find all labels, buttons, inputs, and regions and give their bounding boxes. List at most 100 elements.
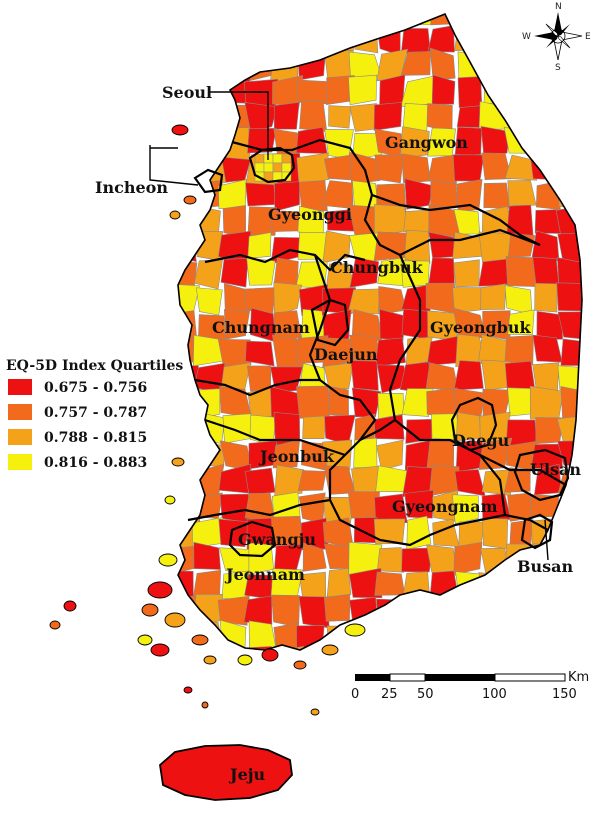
island [293, 660, 307, 670]
district-polygon [248, 620, 278, 650]
seoul-district [254, 162, 265, 173]
district-polygon [247, 232, 272, 259]
district-polygon [245, 182, 276, 207]
district-polygon [404, 625, 428, 650]
district-polygon [273, 411, 301, 446]
district-polygon [555, 48, 582, 81]
district-polygon [560, 386, 582, 421]
district-polygon [246, 672, 276, 704]
district-polygon [273, 14, 299, 26]
district-polygon [374, 154, 405, 184]
island [49, 620, 61, 630]
compass-rose-icon: N S E W [522, 2, 591, 73]
district-polygon [586, 466, 600, 497]
district-polygon [178, 14, 195, 29]
district-polygon [426, 103, 453, 133]
island-layer [49, 124, 366, 801]
district-polygon [587, 50, 600, 81]
region-label-jeonnam: Jeonnam [224, 565, 305, 584]
district-polygon [217, 338, 252, 367]
district-polygon [328, 385, 349, 417]
district-polygon [195, 22, 226, 55]
ulsan-outline [513, 448, 570, 502]
district-polygon [220, 26, 251, 55]
district-polygon [401, 547, 433, 573]
district-polygon [302, 542, 327, 572]
district-polygon [219, 386, 252, 419]
district-polygon [534, 282, 558, 313]
district-polygon [454, 23, 483, 51]
district-polygon [478, 593, 507, 624]
seoul-district [254, 153, 265, 164]
daegu-outline [450, 396, 498, 452]
seoul-district [272, 153, 283, 164]
district-polygon [560, 599, 582, 629]
district-polygon [557, 126, 582, 160]
island [158, 553, 178, 567]
district-polygon [557, 257, 582, 287]
district-polygon [430, 180, 459, 208]
seoul-district [272, 162, 283, 173]
district-polygon [270, 25, 300, 53]
district-polygon [483, 182, 510, 209]
district-polygon [510, 622, 539, 650]
district-polygon [583, 546, 600, 574]
district-polygon [219, 493, 252, 524]
district-polygon [348, 74, 377, 106]
scale-tick-100: 100 [482, 687, 507, 702]
district-polygon [193, 672, 225, 703]
district-polygon [298, 14, 329, 28]
region-label-chungbuk: Chungbuk [330, 258, 424, 277]
island [171, 124, 189, 136]
district-polygon [273, 257, 299, 287]
district-polygon [222, 674, 251, 705]
scale-bar: Km 0 25 50 100 150 [351, 670, 589, 702]
district-polygon [483, 76, 513, 106]
district-polygon [583, 415, 600, 442]
district-polygon [192, 52, 223, 83]
district-polygon [532, 621, 563, 650]
island [147, 581, 173, 599]
district-polygon [586, 78, 600, 107]
district-layer [178, 14, 600, 705]
district-polygon [482, 622, 511, 650]
district-polygon [244, 26, 272, 54]
district-polygon [178, 411, 195, 443]
district-polygon [536, 597, 563, 628]
district-polygon [482, 518, 509, 550]
district-polygon [194, 14, 223, 27]
district-polygon [224, 309, 251, 340]
district-polygon [374, 571, 406, 596]
district-polygon [245, 340, 275, 367]
district-polygon [326, 567, 352, 598]
district-polygon [194, 463, 225, 499]
district-polygon [453, 388, 486, 420]
district-polygon [560, 515, 582, 545]
region-label-daegu: Daegu [452, 431, 510, 450]
district-polygon [322, 439, 353, 471]
district-polygon [503, 126, 534, 154]
district-polygon [297, 676, 326, 705]
district-polygon [425, 362, 459, 392]
district-polygon [323, 543, 351, 569]
district-polygon [430, 621, 457, 650]
district-polygon [178, 157, 195, 184]
seoul-district [281, 153, 292, 164]
district-polygon [401, 153, 431, 184]
district-polygon [451, 14, 485, 27]
island [183, 195, 197, 205]
district-polygon [195, 287, 223, 316]
compass-e: E [585, 32, 591, 42]
district-polygon [217, 595, 250, 626]
legend-label: 0.675 - 0.756 [44, 380, 147, 396]
district-polygon [555, 205, 582, 239]
district-polygon [431, 74, 456, 105]
district-polygon [352, 14, 381, 25]
district-polygon [455, 595, 486, 628]
district-polygon [582, 441, 600, 468]
district-polygon [351, 387, 382, 418]
district-polygon [531, 131, 564, 158]
district-polygon [427, 25, 455, 53]
